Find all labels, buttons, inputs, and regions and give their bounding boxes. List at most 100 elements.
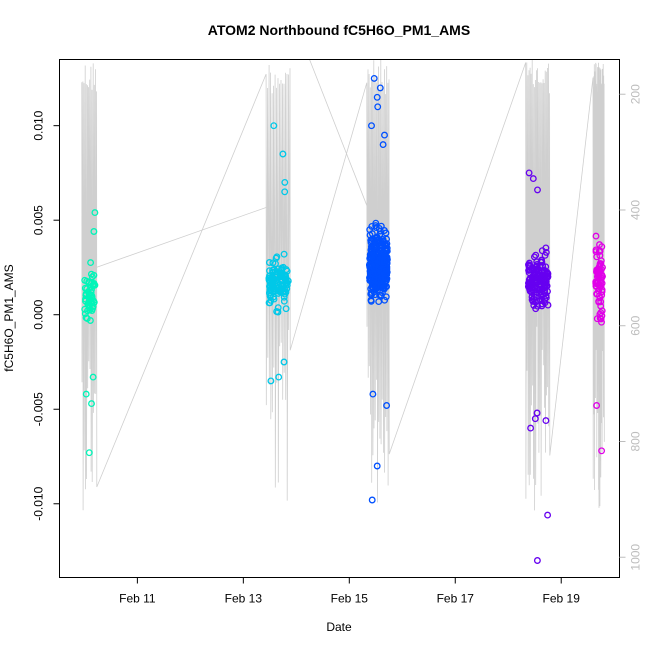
x-tick-label: Feb 17	[437, 592, 475, 606]
data-point	[282, 277, 290, 285]
y-tick-label: 0.010	[32, 110, 46, 140]
data-point	[598, 286, 606, 294]
data-point	[376, 84, 384, 92]
data-point	[542, 417, 550, 425]
y-axis-label: fC5H6O_PM1_AMS	[2, 264, 16, 371]
data-point	[374, 103, 382, 111]
data-point	[284, 277, 292, 285]
data-point	[282, 305, 290, 313]
data-point	[381, 254, 389, 261]
data-point	[593, 268, 601, 276]
altitude-tick-label: 600	[629, 315, 643, 335]
data-point	[375, 298, 383, 306]
data-point	[87, 259, 95, 267]
data-point	[274, 287, 282, 295]
data-point	[372, 224, 380, 231]
altitude-transit	[309, 59, 374, 222]
data-point	[88, 294, 96, 302]
data-point	[541, 251, 549, 259]
data-point	[525, 169, 533, 177]
altitude-transit	[94, 206, 268, 269]
altitude-axis: 200 400 600 800 1000	[619, 84, 643, 571]
data-point	[372, 260, 380, 268]
data-point	[592, 280, 600, 287]
data-point	[274, 304, 282, 312]
data-point	[596, 241, 603, 249]
data-point	[278, 269, 286, 277]
x-tick-label: Feb 13	[225, 592, 263, 606]
data-point	[270, 122, 278, 130]
data-point	[272, 260, 279, 268]
x-tick-label: Feb 19	[543, 592, 581, 606]
data-point	[273, 308, 281, 315]
data-point	[267, 377, 275, 385]
data-point	[281, 188, 289, 196]
data-point	[543, 268, 551, 276]
data-point	[381, 277, 389, 285]
data-point	[533, 557, 541, 564]
data-point	[281, 178, 289, 186]
data-point	[526, 287, 534, 295]
data-point	[534, 186, 541, 194]
data-point	[374, 236, 382, 244]
data-point	[598, 318, 605, 326]
data-point	[540, 283, 548, 290]
data-point	[525, 259, 533, 267]
data-point	[370, 74, 378, 82]
data-point	[366, 274, 374, 282]
data-point	[598, 447, 606, 455]
data-point	[369, 390, 377, 398]
data-point	[597, 257, 605, 265]
data-point	[269, 269, 276, 276]
data-point	[593, 402, 601, 409]
data-point	[366, 231, 374, 239]
data-point	[368, 222, 376, 230]
data-point	[596, 310, 604, 318]
data-point	[265, 299, 273, 307]
data-point	[533, 265, 541, 273]
data-point	[371, 291, 379, 299]
data-point	[91, 209, 99, 217]
x-tick-label: Feb 15	[331, 592, 369, 606]
data-point	[383, 402, 391, 409]
data-point	[279, 150, 287, 158]
data-point	[383, 240, 391, 248]
data-point	[593, 253, 601, 261]
data-point	[368, 122, 375, 130]
data-point	[536, 297, 544, 305]
data-point	[266, 292, 274, 300]
data-point	[528, 280, 536, 288]
data-point	[267, 285, 275, 293]
data-point	[534, 302, 542, 310]
data-point	[526, 262, 534, 270]
data-point	[597, 302, 605, 310]
data-point	[275, 373, 283, 381]
data-point	[375, 265, 383, 273]
data-point	[596, 261, 604, 269]
plot-frame	[59, 59, 620, 578]
data-point	[381, 131, 388, 139]
data-point	[88, 400, 95, 408]
y-tick-label: 0.000	[32, 299, 46, 329]
data-point	[544, 511, 552, 519]
data-point	[269, 266, 277, 274]
data-point	[592, 232, 600, 240]
data-point	[368, 496, 376, 504]
data-point	[533, 409, 541, 417]
data-point	[280, 250, 288, 258]
y-tick-label: -0.010	[32, 486, 46, 520]
y-axis: -0.010 -0.005 0.000 0.005 0.010	[32, 110, 60, 521]
data-point	[87, 270, 95, 278]
data-point	[525, 266, 533, 274]
data-point	[84, 307, 91, 315]
data-point	[527, 424, 535, 432]
data-point	[380, 285, 388, 293]
data-point	[85, 449, 93, 457]
data-point	[280, 358, 288, 366]
y-tick-label: -0.005	[32, 392, 46, 426]
data-point	[82, 291, 90, 299]
altitude-tick-label: 800	[629, 431, 643, 451]
x-axis-label: Date	[326, 620, 352, 634]
data-point	[89, 373, 97, 381]
x-tick-label: Feb 11	[119, 592, 156, 606]
